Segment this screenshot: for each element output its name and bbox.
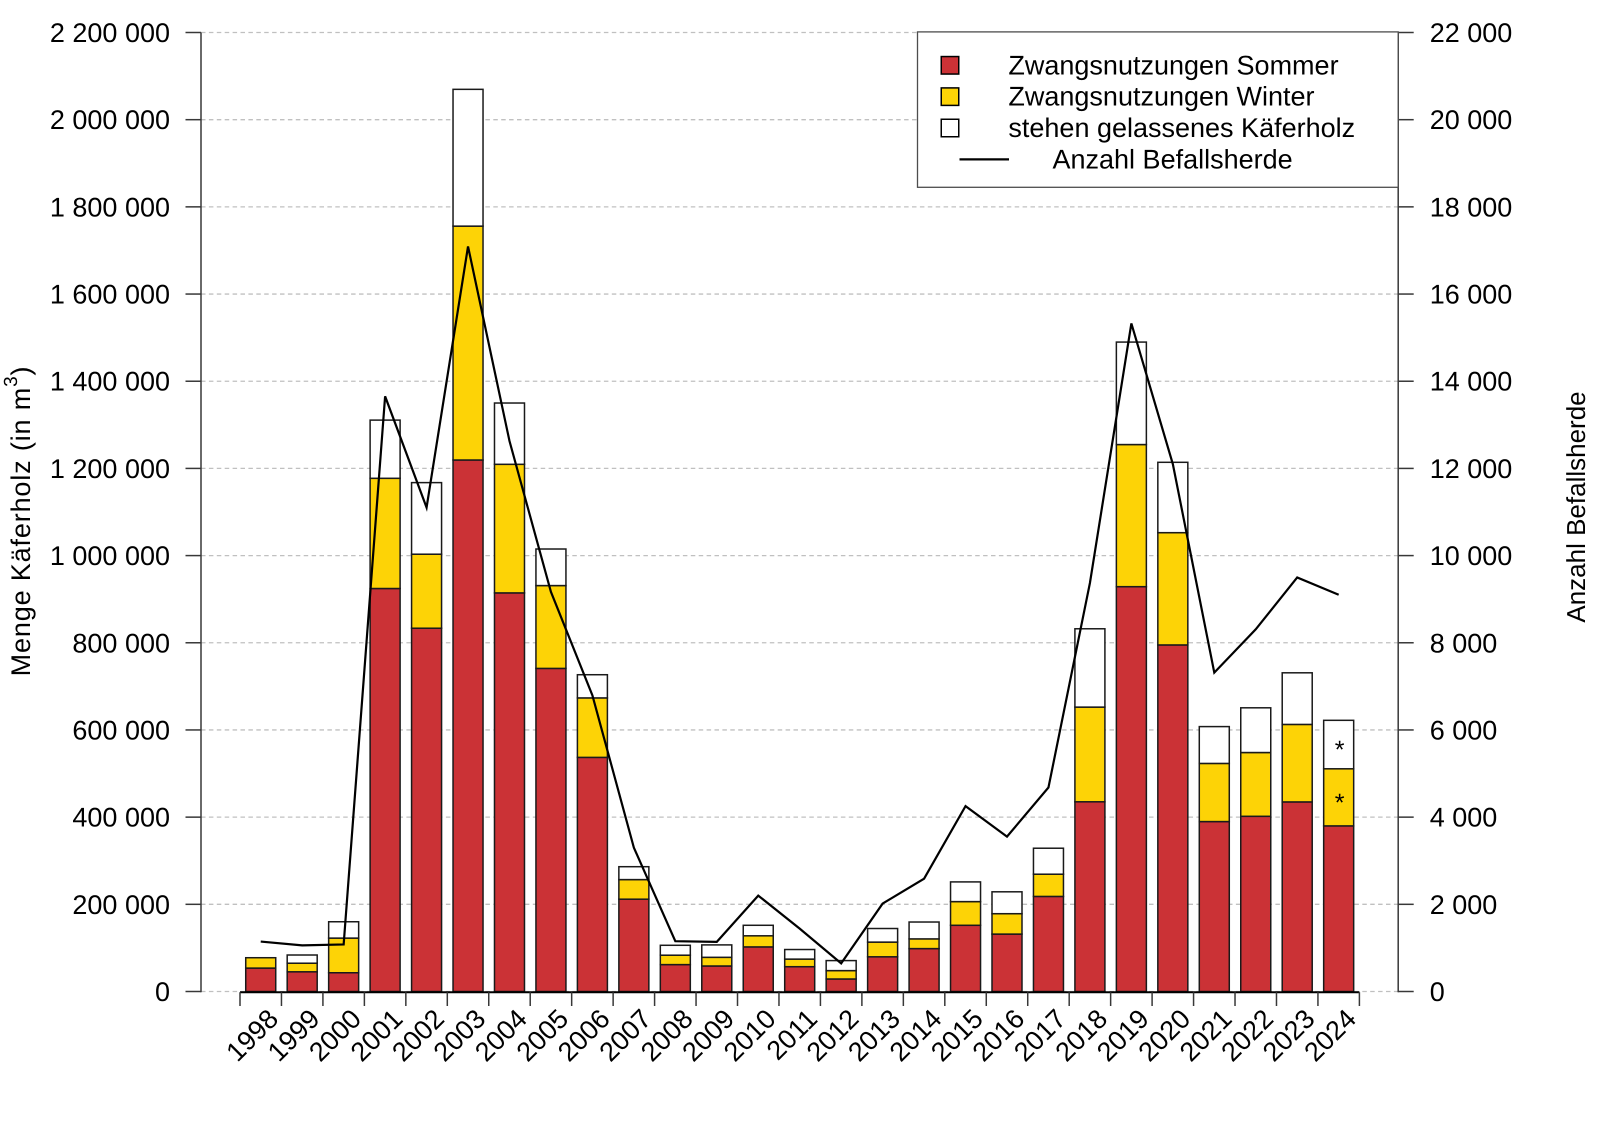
svg-text:6 000: 6 000 [1430,715,1498,745]
svg-text:2 000 000: 2 000 000 [50,105,170,135]
svg-text:800 000: 800 000 [72,628,170,658]
svg-text:1 600 000: 1 600 000 [50,280,170,310]
svg-text:Zwangsnutzungen Sommer: Zwangsnutzungen Sommer [1008,50,1338,80]
svg-text:4 000: 4 000 [1430,803,1498,833]
svg-text:1 400 000: 1 400 000 [50,367,170,397]
svg-text:stehen gelassenes Käferholz: stehen gelassenes Käferholz [1008,113,1355,143]
svg-text:Menge Käferholz (in m3): Menge Käferholz (in m3) [1,366,36,677]
svg-text:Anzahl Befallsherde: Anzahl Befallsherde [1561,391,1591,622]
svg-text:*: * [1335,736,1345,764]
svg-text:2 200 000: 2 200 000 [50,18,170,48]
svg-text:*: * [1335,789,1345,817]
svg-text:1 200 000: 1 200 000 [50,454,170,484]
svg-text:2 000: 2 000 [1430,890,1498,920]
svg-text:Zwangsnutzungen Winter: Zwangsnutzungen Winter [1008,82,1314,112]
svg-text:0: 0 [1430,977,1445,1007]
svg-text:12 000: 12 000 [1430,454,1513,484]
svg-text:400 000: 400 000 [72,803,170,833]
svg-text:16 000: 16 000 [1430,280,1513,310]
svg-text:18 000: 18 000 [1430,192,1513,222]
svg-text:Anzahl Befallsherde: Anzahl Befallsherde [1053,144,1293,174]
svg-text:8 000: 8 000 [1430,628,1498,658]
svg-text:20 000: 20 000 [1430,105,1513,135]
svg-text:1 000 000: 1 000 000 [50,541,170,571]
svg-text:14 000: 14 000 [1430,367,1513,397]
svg-text:200 000: 200 000 [72,890,170,920]
svg-text:10 000: 10 000 [1430,541,1513,571]
svg-text:600 000: 600 000 [72,715,170,745]
svg-text:22 000: 22 000 [1430,18,1513,48]
svg-text:0: 0 [155,977,170,1007]
svg-text:1 800 000: 1 800 000 [50,192,170,222]
